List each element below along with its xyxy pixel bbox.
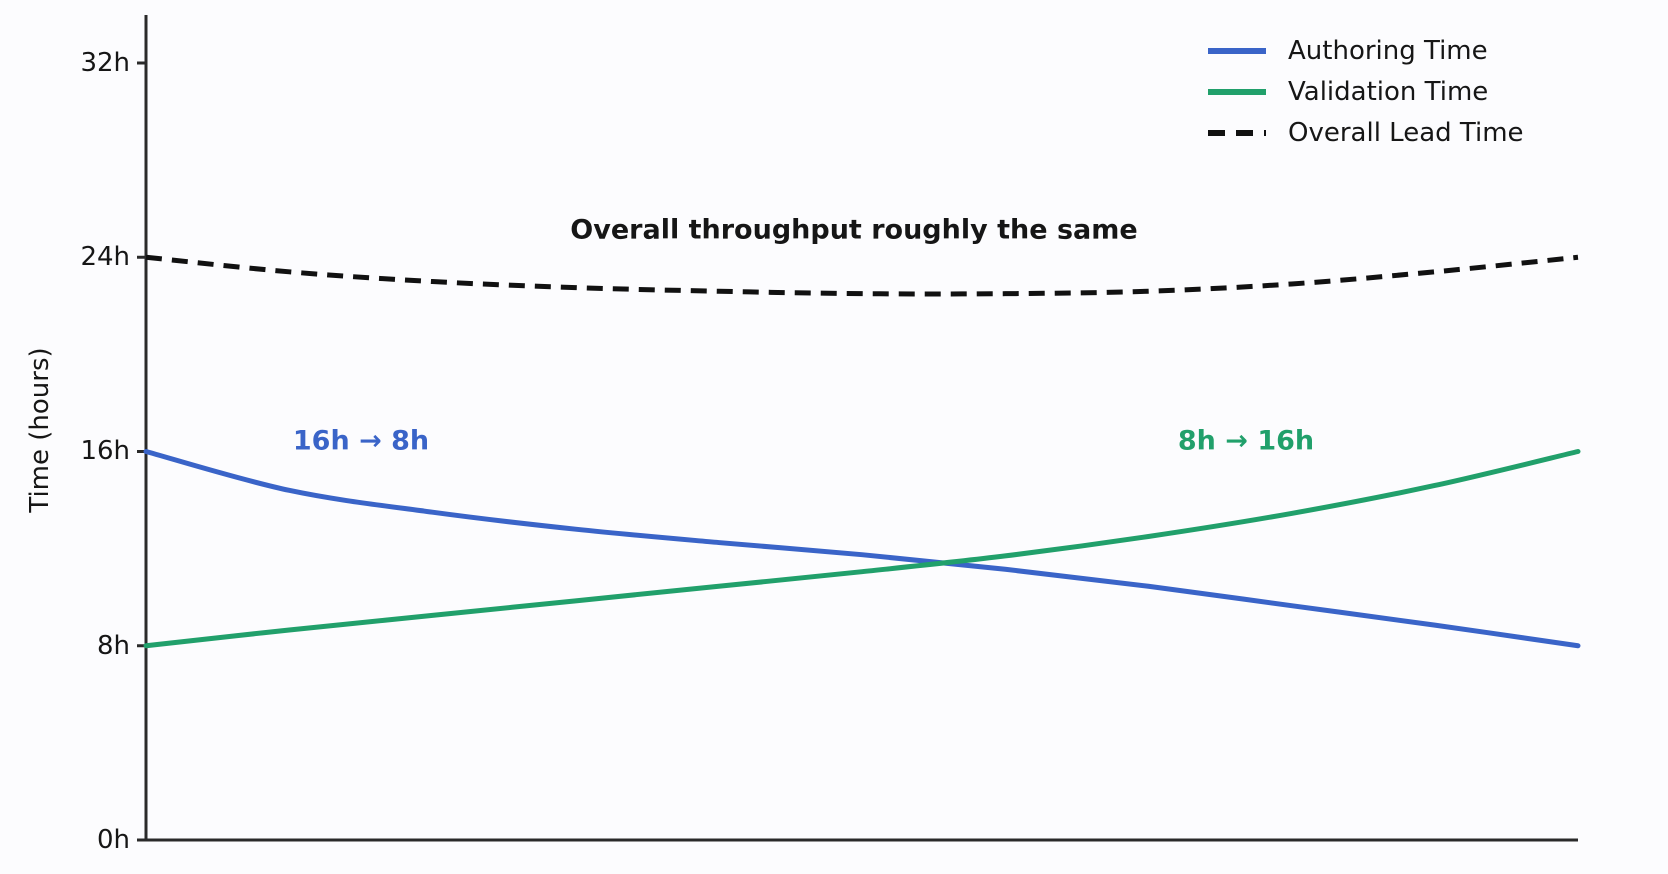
annotation-authoring-16h-to-8h: 16h → 8h xyxy=(292,425,430,457)
authoring-time-line-swatch xyxy=(1208,48,1266,54)
legend-label-validation-time: Validation Time xyxy=(1288,77,1489,107)
y-tick-label-8h: 8h xyxy=(96,631,130,661)
legend-entry-authoring-time: Authoring Time xyxy=(1208,33,1524,69)
validation-time-line-swatch xyxy=(1208,89,1266,95)
legend: Authoring Time Validation Time Overall L… xyxy=(1208,33,1524,151)
y-tick-label-0h: 0h xyxy=(96,825,130,855)
y-tick-label-24h: 24h xyxy=(80,242,130,272)
legend-entry-validation-time: Validation Time xyxy=(1208,74,1524,110)
legend-entry-overall-lead-time: Overall Lead Time xyxy=(1208,115,1524,151)
overall-lead-time-line xyxy=(145,254,1579,297)
y-axis-title: Time (hours) xyxy=(25,347,55,513)
legend-label-overall-lead-time: Overall Lead Time xyxy=(1288,118,1524,148)
y-tick-label-32h: 32h xyxy=(80,48,130,78)
legend-label-authoring-time: Authoring Time xyxy=(1288,36,1488,66)
annotation-validation-8h-to-16h: 8h → 16h xyxy=(1177,425,1315,457)
annotation-overall-throughput: Overall throughput roughly the same xyxy=(570,214,1138,246)
overall-lead-time-dashed-swatch xyxy=(1208,130,1266,136)
y-tick-label-16h: 16h xyxy=(80,436,130,466)
validation-time-line xyxy=(143,449,1581,649)
authoring-time-line xyxy=(143,449,1581,649)
